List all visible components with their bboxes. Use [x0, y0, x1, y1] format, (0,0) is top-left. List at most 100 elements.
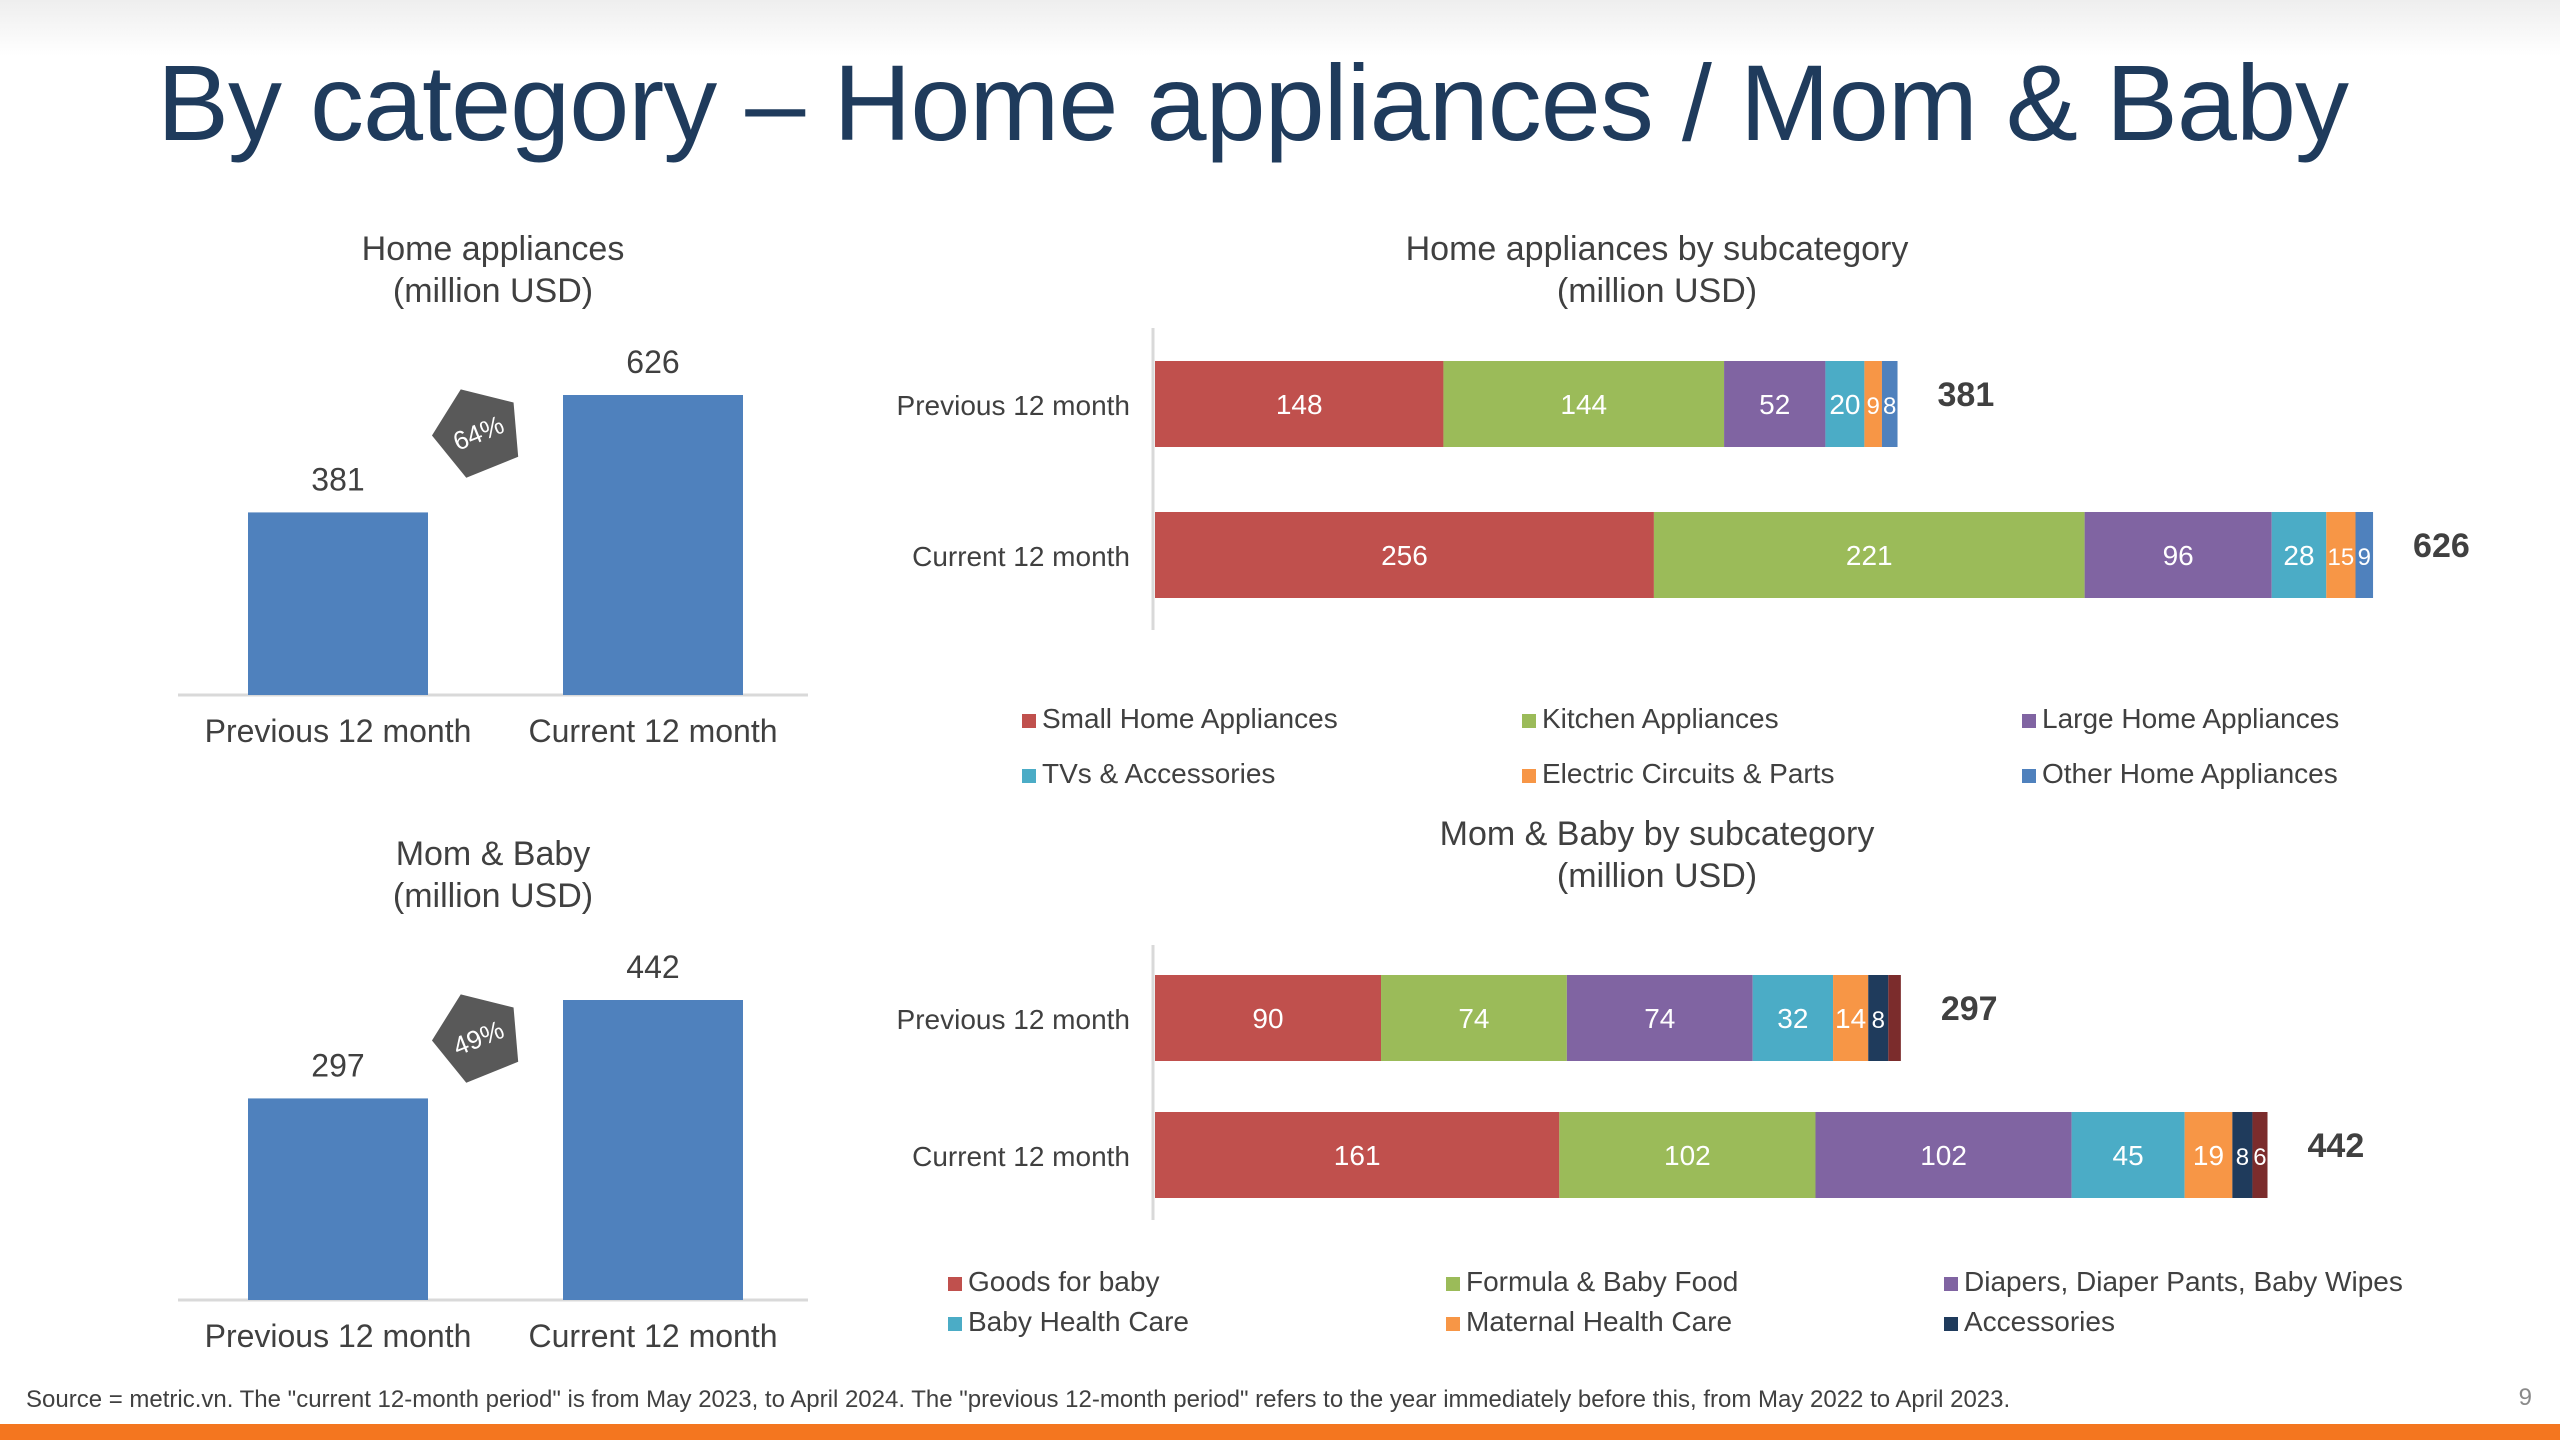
- chart-title-line: (million USD): [1557, 272, 1757, 310]
- segment-value-label: 15: [2328, 544, 2355, 571]
- segment-value-label: 102: [1664, 1140, 1711, 1171]
- legend-label: TVs & Accessories: [1042, 758, 1275, 789]
- segment-value-label: 144: [1560, 389, 1607, 420]
- legend-swatch: [1944, 1277, 1958, 1291]
- chart-title-line: (million USD): [393, 877, 593, 915]
- bar-segment: [1864, 361, 1882, 447]
- total-label: 297: [1941, 990, 1998, 1028]
- page-title: By category – Home appliances / Mom & Ba…: [157, 42, 2349, 163]
- segment-value-label: 161: [1334, 1140, 1381, 1171]
- source-note: Source = metric.vn. The "current 12-mont…: [26, 1386, 2011, 1413]
- bar-segment: [2084, 512, 2272, 598]
- segment-value-label: 28: [2283, 540, 2314, 571]
- bar-value-label: 297: [311, 1047, 364, 1083]
- bar-segment: [2252, 1112, 2268, 1198]
- segment-value-label: 14: [1835, 1003, 1866, 1034]
- bar-segment: [1833, 975, 1869, 1061]
- segment-value-label: 74: [1644, 1003, 1675, 1034]
- segment-value-label: 45: [2113, 1140, 2144, 1171]
- category-label: Previous 12 month: [897, 1004, 1130, 1035]
- bar-segment: [1443, 361, 1725, 447]
- category-label: Previous 12 month: [897, 390, 1130, 421]
- bar-segment: [1825, 361, 1865, 447]
- segment-value-label: 102: [1920, 1140, 1967, 1171]
- mom-baby-total-chart: Mom & Baby (million USD) 297 Previous 12 mo…: [178, 835, 808, 1354]
- bar: [563, 1000, 743, 1300]
- total-label: 442: [2308, 1127, 2365, 1165]
- bar-segment: [1155, 361, 1444, 447]
- legend-swatch: [1022, 714, 1036, 728]
- bar: [248, 512, 428, 695]
- segment-value-label: 8: [1872, 1007, 1885, 1034]
- bar: [248, 1098, 428, 1300]
- legend-swatch: [2022, 769, 2036, 783]
- bar-segment: [2271, 512, 2327, 598]
- legend-swatch: [948, 1277, 962, 1291]
- legend-label: Formula & Baby Food: [1466, 1266, 1738, 1297]
- bar-segment: [1815, 1112, 2072, 1198]
- category-label: Previous 12 month: [205, 1318, 472, 1354]
- bar-segment: [1566, 975, 1753, 1061]
- legend-swatch: [1022, 769, 1036, 783]
- segment-value-label: 20: [1829, 389, 1860, 420]
- bar-segment: [1724, 361, 1826, 447]
- chart-title-line: Mom & Baby by subcategory: [1440, 815, 1875, 853]
- segment-value-label: 96: [2163, 540, 2194, 571]
- legend-swatch: [1944, 1317, 1958, 1331]
- top-header-band: [0, 0, 2560, 56]
- bar-segment: [1155, 975, 1382, 1061]
- legend-label: Small Home Appliances: [1042, 703, 1338, 734]
- segment-value-label: 19: [2193, 1140, 2224, 1171]
- segment-value-label: 90: [1252, 1003, 1283, 1034]
- total-label: 626: [2413, 527, 2470, 565]
- bar: [563, 395, 743, 695]
- category-label: Previous 12 month: [205, 713, 472, 749]
- bar-value-label: 381: [311, 461, 364, 497]
- chart-title-line: (million USD): [1557, 857, 1757, 895]
- segment-value-label: 8: [2236, 1144, 2249, 1171]
- bar-segment: [1559, 1112, 1816, 1198]
- category-label: Current 12 month: [912, 1141, 1130, 1172]
- category-label: Current 12 month: [912, 541, 1130, 572]
- category-label: Current 12 month: [528, 1318, 777, 1354]
- legend-label: Electric Circuits & Parts: [1542, 758, 1835, 789]
- segment-value-label: 221: [1846, 540, 1893, 571]
- chart-title-line: Home appliances by subcategory: [1406, 230, 1909, 268]
- segment-value-label: 32: [1777, 1003, 1808, 1034]
- legend-swatch: [1522, 769, 1536, 783]
- bar-segment: [1155, 1112, 1560, 1198]
- mom-baby-subcategory-chart: Mom & Baby by subcategory (million USD) Pr…: [897, 815, 2403, 1337]
- segment-value-label: 6: [2253, 1144, 2266, 1171]
- bar-segment: [2355, 512, 2374, 598]
- bar-segment: [1381, 975, 1567, 1061]
- legend-label: Diapers, Diaper Pants, Baby Wipes: [1964, 1266, 2403, 1297]
- growth-badge: 49%: [431, 994, 519, 1083]
- legend-label: Large Home Appliances: [2042, 703, 2339, 734]
- bar-segment: [1653, 512, 2085, 598]
- legend-label: Other Home Appliances: [2042, 758, 2338, 789]
- segment-value-label: 52: [1759, 389, 1790, 420]
- bar-value-label: 626: [626, 344, 679, 380]
- segment-value-label: 9: [2358, 544, 2371, 571]
- legend-label: Baby Health Care: [968, 1306, 1189, 1337]
- legend-swatch: [948, 1317, 962, 1331]
- home-appliances-total-chart: Home appliances (million USD) 381 Previous …: [178, 230, 808, 749]
- bar-segment: [1881, 361, 1898, 447]
- segment-value-label: 8: [1883, 393, 1896, 420]
- legend-label: Kitchen Appliances: [1542, 703, 1779, 734]
- segment-value-label: 148: [1276, 389, 1323, 420]
- growth-badge: 64%: [431, 389, 519, 478]
- legend-swatch: [1446, 1277, 1460, 1291]
- legend-label: Goods for baby: [968, 1266, 1159, 1297]
- chart-title-line: Mom & Baby: [396, 835, 591, 873]
- bar-segment: [2232, 1112, 2253, 1198]
- home-appliances-subcategory-chart: Home appliances by subcategory (million U…: [897, 230, 2470, 789]
- badge-shape: [431, 389, 519, 478]
- chart-title-line: Home appliances: [362, 230, 625, 268]
- bar-value-label: 442: [626, 949, 679, 985]
- segment-value-label: 74: [1458, 1003, 1489, 1034]
- bar-segment: [2326, 512, 2356, 598]
- legend-swatch: [1446, 1317, 1460, 1331]
- page-number: 9: [2518, 1384, 2532, 1411]
- legend-label: Maternal Health Care: [1466, 1306, 1732, 1337]
